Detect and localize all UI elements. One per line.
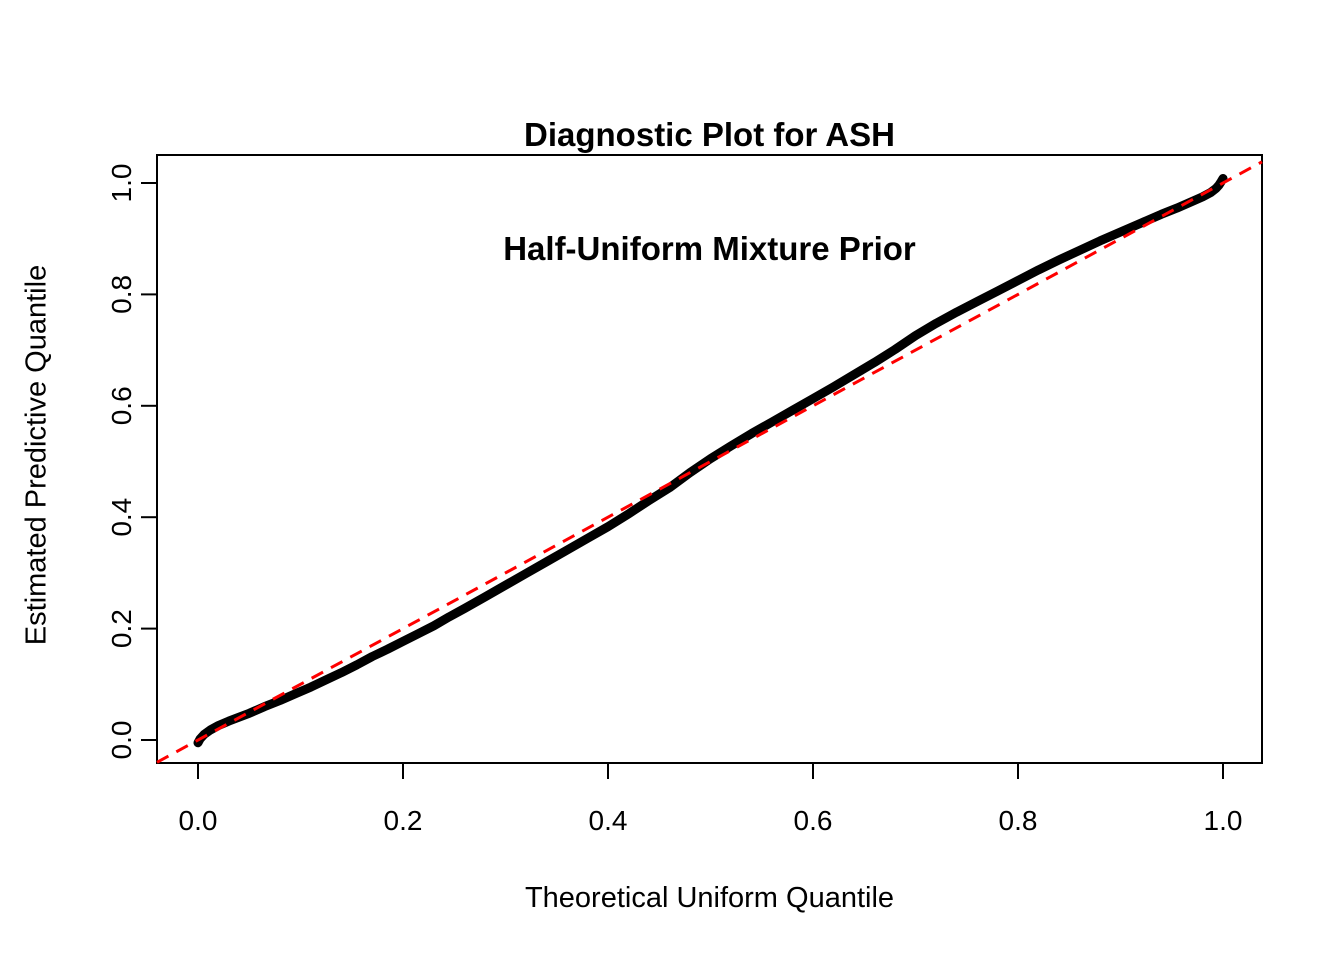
y-tick-label: 0.0 [106,721,137,760]
plot-border-box [156,154,1263,764]
y-tick-label: 1.0 [106,164,137,203]
x-tick-label: 0.2 [384,805,423,836]
x-tick-label: 0.6 [794,805,833,836]
plot-title-line1: Diagnostic Plot for ASH [524,116,895,153]
plot-title-line2: Half-Uniform Mixture Prior [503,230,916,267]
y-tick-label: 0.2 [106,609,137,648]
x-tick-label: 0.8 [999,805,1038,836]
y-tick-label: 0.8 [106,275,137,314]
plot-title: Diagnostic Plot for ASH Half-Uniform Mix… [157,40,1262,344]
y-tick-label: 0.6 [106,386,137,425]
y-axis-title: Estimated Predictive Quantile [20,264,53,646]
x-tick-label: 1.0 [1204,805,1243,836]
y-tick-label: 0.4 [106,498,137,537]
x-tick-label: 0.0 [179,805,218,836]
reference-diagonal-line [156,160,1263,764]
qq-points-curve [193,174,1228,748]
x-axis-title: Theoretical Uniform Quantile [524,882,895,914]
x-tick-label: 0.4 [589,805,628,836]
